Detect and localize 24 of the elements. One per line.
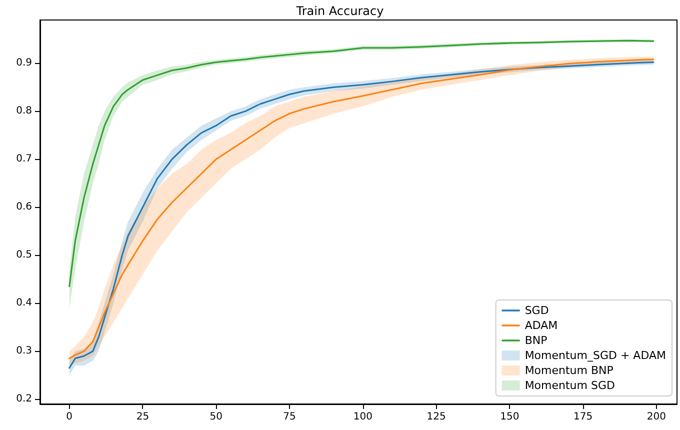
legend-label: Momentum BNP — [524, 364, 614, 377]
legend-label: SGD — [524, 304, 549, 317]
x-tick-label: 100 — [353, 412, 372, 422]
x-tick-label: 150 — [500, 412, 520, 422]
y-tick-label: 0.7 — [16, 154, 32, 165]
y-tick-label: 0.6 — [16, 202, 32, 213]
legend-label: Momentum_SGD + ADAM — [524, 349, 666, 362]
y-tick-label: 0.8 — [16, 106, 32, 117]
x-tick-label: 125 — [426, 412, 446, 422]
y-tick-label: 0.3 — [16, 346, 32, 357]
x-tick-label: 175 — [574, 412, 593, 422]
x-tick-label: 0 — [66, 412, 73, 422]
y-tick-label: 0.4 — [16, 298, 32, 309]
legend-label: BNP — [524, 334, 548, 347]
legend-label: ADAM — [524, 319, 558, 332]
y-tick-label: 0.5 — [16, 250, 32, 261]
y-tick-label: 0.2 — [16, 394, 32, 405]
x-tick-label: 75 — [283, 412, 296, 422]
x-tick-label: 25 — [136, 412, 150, 422]
x-tick-label: 50 — [210, 412, 222, 422]
chart-title: Train Accuracy — [295, 4, 384, 18]
x-tick-label: 200 — [646, 412, 666, 422]
y-tick-label: 0.9 — [16, 58, 32, 69]
legend-label: Momentum SGD — [524, 379, 615, 392]
